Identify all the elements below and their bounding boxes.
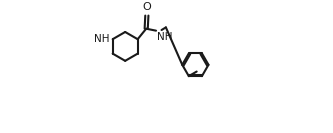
Text: NH: NH <box>157 32 172 42</box>
Text: NH: NH <box>94 34 110 43</box>
Text: O: O <box>143 2 151 12</box>
